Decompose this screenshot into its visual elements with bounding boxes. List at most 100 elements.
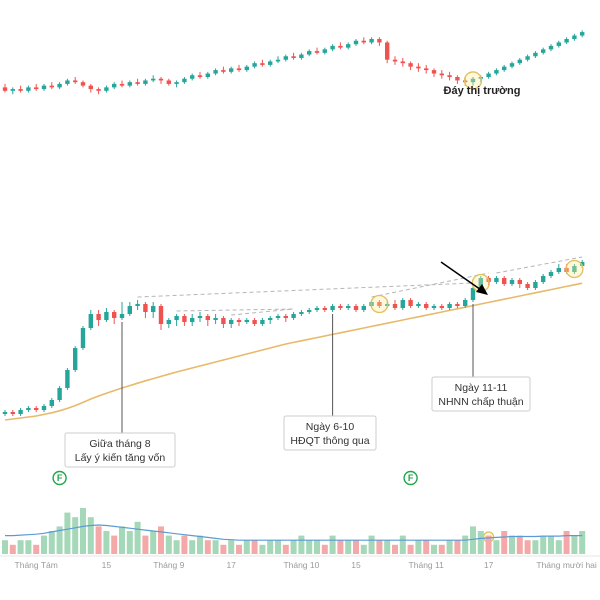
candle-body	[34, 408, 39, 410]
volume-bar	[220, 544, 227, 554]
volume-bar	[243, 540, 250, 554]
candle-body	[439, 306, 444, 308]
top-candle-body	[322, 49, 327, 53]
volume-bar	[392, 544, 398, 554]
annotation-box	[431, 376, 531, 412]
x-tick-label: Tháng mười hai	[536, 560, 597, 570]
annotation-oct-6: Ngày 6-10 HĐQT thông qua	[283, 415, 377, 451]
candle-body	[494, 278, 499, 282]
volume-bar	[524, 540, 531, 554]
volume-bar	[290, 540, 297, 554]
trend-dashed-lines	[137, 256, 583, 316]
volume-bar	[321, 544, 328, 554]
candle-body	[470, 288, 476, 300]
trend-line	[371, 272, 489, 298]
candle-body	[424, 304, 429, 308]
candle-body	[392, 304, 398, 308]
candle-body	[143, 304, 148, 312]
annotation-market-bottom: Đáy thị trường	[444, 85, 521, 97]
candle-body	[104, 312, 109, 320]
x-tick-label: 17	[484, 560, 494, 570]
annotation-nov-11: Ngày 11-11 NHNN chấp thuận	[431, 376, 531, 412]
volume-bar	[563, 531, 570, 554]
volume-bar	[306, 540, 313, 554]
volume-bar	[64, 512, 71, 554]
candle-body	[49, 400, 54, 406]
volume-bar	[95, 526, 102, 554]
top-candle-body	[236, 68, 242, 71]
top-candle-body	[408, 63, 413, 67]
volume-ma-line	[5, 524, 583, 541]
volume-bar	[189, 540, 196, 554]
volume-bar	[298, 535, 305, 554]
top-candle-body	[252, 63, 257, 67]
candle-body	[447, 304, 452, 308]
candle-body	[73, 348, 78, 370]
candle-body	[541, 276, 546, 282]
top-candle-body	[2, 87, 8, 91]
candle-body	[369, 302, 374, 306]
candle-body	[174, 316, 179, 320]
candle-body	[548, 272, 554, 276]
top-candle-body	[104, 87, 109, 91]
candle-body	[377, 302, 382, 306]
x-axis-ticks: Tháng Tám 15 Tháng 9 17 Tháng 10 15 Tháng 11 17…	[15, 560, 597, 570]
top-candle-body	[548, 45, 554, 50]
top-candle-body	[174, 82, 179, 84]
volume-bar	[555, 540, 562, 554]
volume-bar	[17, 540, 24, 554]
volume-bar	[267, 540, 274, 554]
candle-body	[330, 306, 335, 310]
candle-body	[26, 408, 31, 410]
candle-body	[252, 320, 257, 324]
candle-body	[572, 266, 577, 272]
volume-bar	[431, 544, 437, 554]
candle-body	[260, 320, 265, 324]
top-candle-body	[190, 75, 195, 79]
volume-moving-average	[5, 524, 583, 541]
top-candle-body	[291, 56, 296, 58]
volume-bar	[509, 535, 515, 554]
volume-bar	[236, 544, 242, 554]
candle-body	[408, 300, 413, 306]
annotation-text: Ngày 11-11	[455, 382, 508, 394]
candle-body	[18, 410, 23, 414]
candle-body	[275, 316, 281, 318]
volume-bar	[126, 531, 133, 554]
volume-bar	[165, 535, 172, 554]
volume-bar	[540, 535, 547, 554]
x-tick-label: 15	[102, 560, 112, 570]
top-candle-body	[525, 56, 530, 60]
top-candle-body	[377, 39, 382, 43]
top-candle-body	[244, 66, 249, 71]
top-candle-body	[158, 78, 164, 81]
top-candle-body	[57, 83, 62, 88]
highlight-circle	[370, 294, 389, 314]
main-panel-candles	[2, 260, 585, 416]
volume-bar	[134, 521, 141, 554]
top-candle-body	[330, 45, 335, 50]
candle-body	[556, 268, 561, 272]
volume-bar	[516, 535, 523, 554]
volume-bar	[493, 540, 500, 554]
volume-bar	[532, 540, 539, 554]
candle-body	[525, 284, 530, 288]
volume-bar	[485, 535, 492, 554]
candle-body	[533, 282, 538, 288]
top-candle-body	[10, 89, 15, 91]
top-candle-body	[119, 83, 125, 86]
candle-body	[236, 320, 242, 322]
top-candle-body	[26, 87, 31, 91]
trend-line	[176, 308, 294, 312]
volume-bar	[25, 540, 32, 554]
volume-bar	[399, 535, 406, 554]
top-candle-body	[65, 80, 70, 84]
volume-bar	[368, 535, 375, 554]
candle-body	[346, 306, 351, 308]
annotation-text: Lấy ý kiến tăng vốn	[75, 452, 166, 464]
top-candle-body	[509, 63, 515, 67]
volume-bar	[501, 531, 508, 554]
x-tick-label: 15	[351, 560, 361, 570]
trend-line	[231, 308, 294, 316]
